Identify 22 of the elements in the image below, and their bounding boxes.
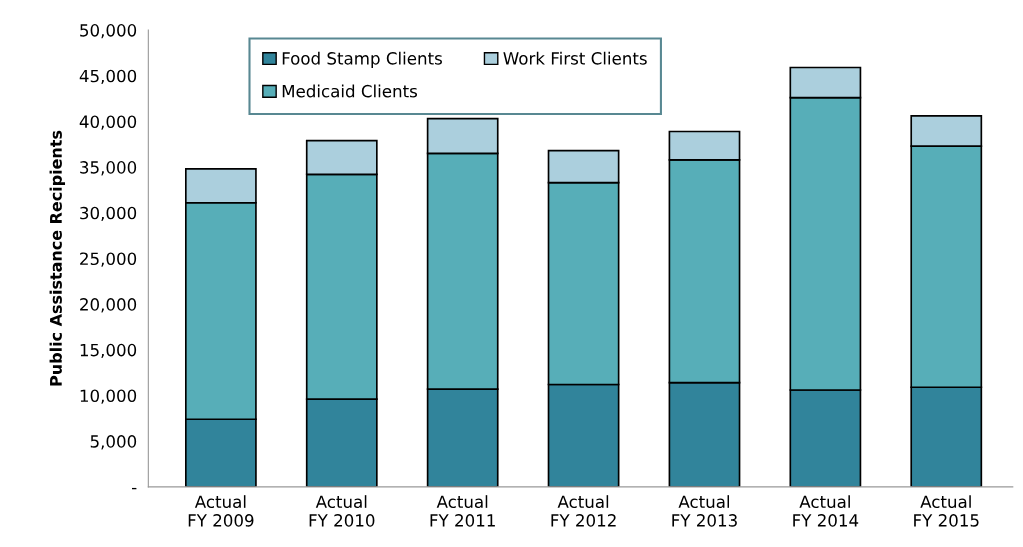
x-tick-label: Actual FY 2010: [309, 495, 375, 527]
y-tick-label: 20,000: [80, 298, 137, 313]
y-tick-label: 5,000: [90, 435, 137, 450]
x-tick-label: Actual FY 2009: [188, 495, 254, 527]
legend-label: Medicaid Clients: [282, 84, 418, 98]
x-tick-label: Actual FY 2011: [430, 495, 495, 527]
y-tick-label: 50,000: [80, 24, 137, 39]
x-tick-label: Actual FY 2013: [672, 495, 737, 527]
x-tick-label: Actual FY 2014: [793, 495, 859, 527]
x-tick-label: Actual FY 2012: [551, 495, 616, 527]
y-tick-label: 45,000: [79, 69, 137, 85]
y-tick-label: -: [132, 487, 137, 490]
y-tick-label: 35,000: [80, 161, 137, 176]
y-tick-label: 10,000: [80, 389, 137, 404]
y-tick-label: 40,000: [79, 115, 137, 130]
y-tick-label: 15,000: [80, 343, 137, 359]
y-axis-title: Public Assistance Recipients: [49, 130, 66, 386]
y-tick-label: 30,000: [80, 206, 137, 222]
legend-label: Food Stamp Clients: [282, 51, 442, 68]
legend-label: Work First Clients: [503, 51, 647, 65]
y-tick-label: 25,000: [80, 252, 137, 267]
x-tick-label: Actual FY 2015: [914, 495, 979, 527]
